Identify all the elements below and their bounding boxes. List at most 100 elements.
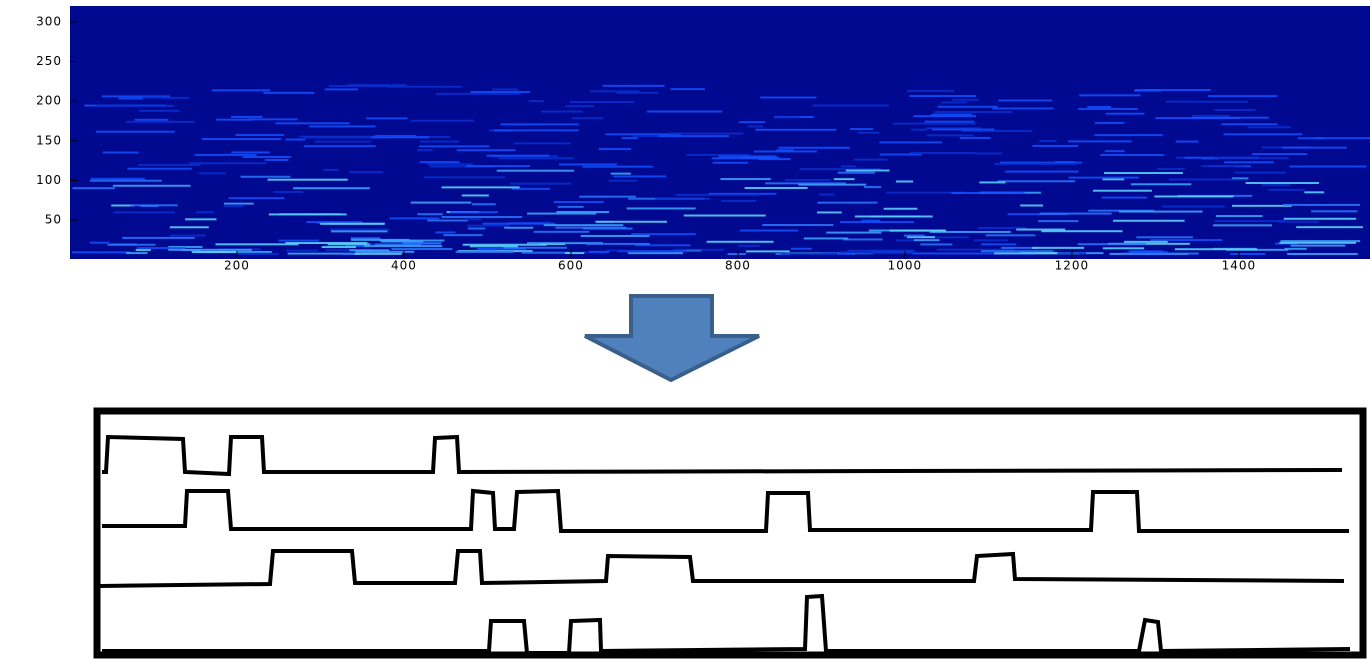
down-arrow [585,296,759,380]
texture-stripe [137,247,185,249]
texture-stripe [91,178,145,180]
texture-stripe [529,100,544,102]
texture-stripe [122,237,194,239]
texture-stripe [212,89,270,91]
texture-stripe [1041,230,1122,232]
texture-stripe [981,250,1054,252]
texture-stripe [739,121,765,123]
texture-stripe [854,159,887,161]
texture-stripe [748,126,763,128]
texture-stripe [850,128,873,130]
texture-stripe [127,168,191,170]
texture-stripe [745,187,808,189]
texture-stripe [472,203,496,205]
texture-stripe [286,250,318,252]
texture-stripe [185,218,216,220]
texture-stripe [330,229,390,231]
texture-stripe [607,249,627,251]
texture-stripe [113,211,175,213]
texture-stripe [904,235,925,237]
texture-stripe [1078,243,1146,245]
texture-stripe [1281,240,1361,242]
texture-stripe [912,252,996,254]
texture-stripe [419,145,490,147]
texture-stripe [286,139,306,141]
texture-stripe [331,230,387,232]
texture-stripe [1296,226,1363,228]
texture-stripe [981,243,1016,245]
texture-stripe [364,245,442,247]
texture-stripe [931,114,972,116]
texture-stripe [1230,253,1265,255]
texture-stripe [1289,166,1366,168]
texture-stripe [1216,215,1263,217]
pulse-train [100,551,1344,586]
texture-stripe [492,89,518,91]
texture-stripe [141,97,161,99]
texture-stripe [713,162,748,164]
texture-stripe [534,231,589,233]
x-tick-label: 1400 [1222,259,1257,273]
texture-stripe [1221,123,1277,125]
x-tick-label: 800 [725,259,751,273]
texture-stripe [442,186,520,188]
texture-stripe [932,128,995,130]
texture-stripe [391,248,452,250]
texture-stripe [541,111,582,113]
texture-stripe [755,129,836,131]
texture-stripe [676,194,761,196]
texture-stripe [202,138,281,140]
texture-stripe [1208,165,1244,167]
texture-stripe [631,233,696,235]
texture-stripe [275,122,349,124]
texture-stripe [864,186,881,188]
texture-stripe [1232,205,1292,207]
texture-stripe [565,105,594,107]
texture-stripe [1223,133,1302,135]
texture-stripe [774,116,800,118]
texture-stripe [1040,213,1112,215]
texture-stripe [655,198,710,200]
texture-stripe [839,251,874,253]
texture-stripe [611,173,631,175]
texture-stripe [1104,172,1183,174]
y-tick-label: 150 [36,133,62,147]
texture-stripe [119,98,143,100]
y-tick-label: 300 [36,14,62,28]
texture-stripe [617,92,659,94]
texture-stripe [90,242,109,244]
texture-stripe [273,191,303,193]
texture-stripe [785,179,831,181]
texture-stripe [1105,150,1125,152]
texture-stripe [216,119,253,121]
texture-stripe [265,159,289,161]
texture-stripe [111,243,137,245]
texture-stripe [293,187,370,189]
texture-stripe [161,97,189,99]
texture-stripe [579,196,635,198]
texture-stripe [1246,182,1319,184]
texture-stripe [738,245,760,247]
texture-stripe [402,242,441,244]
texture-stripe [740,230,798,232]
texture-stripe [456,251,514,253]
texture-stripe [320,223,385,225]
texture-stripe [910,152,976,154]
texture-stripe [719,155,777,157]
texture-stripe [846,170,890,172]
texture-stripe [798,184,866,186]
texture-stripe [1224,161,1274,163]
texture-stripe [1278,221,1318,223]
texture-stripe [329,85,389,87]
texture-stripe [1131,183,1191,185]
texture-stripe [1106,113,1145,115]
texture-stripe [582,166,652,168]
texture-stripe [501,123,579,125]
texture-stripe [192,251,237,253]
texture-stripe [443,234,482,236]
texture-stripe [554,201,604,203]
texture-stripe [804,237,848,239]
x-tick-label: 200 [224,259,250,273]
texture-stripe [935,111,1013,113]
texture-stripe [1103,178,1125,180]
